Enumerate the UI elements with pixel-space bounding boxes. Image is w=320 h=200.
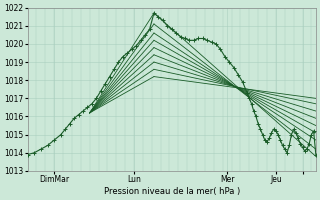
X-axis label: Pression niveau de la mer( hPa ): Pression niveau de la mer( hPa )	[104, 187, 240, 196]
